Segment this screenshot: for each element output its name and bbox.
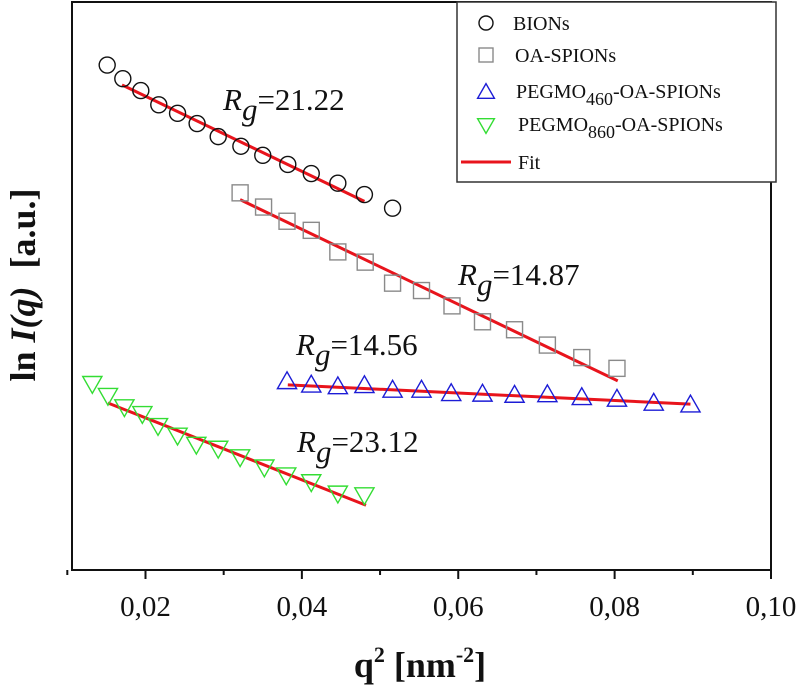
x-tick-label: 0,06 — [433, 591, 484, 623]
series-pegmo860-oa-spions — [81, 375, 376, 507]
data-point-square — [278, 212, 296, 230]
data-point-circle — [168, 104, 187, 123]
legend-box — [456, 1, 777, 183]
legend-marker-triangle-up — [476, 82, 496, 100]
data-point-square — [412, 281, 431, 300]
x-axis-ticks: 0,02 0,04 0,06 0,08 0,10 — [66, 570, 797, 623]
x-axis-title: q2 [nm-2] — [354, 642, 486, 685]
data-point-triangle-down — [97, 387, 119, 407]
x-tick-label: 0,04 — [276, 591, 327, 623]
data-point-triangle-down — [229, 449, 251, 468]
data-point-square — [302, 221, 320, 240]
data-point-triangle-up — [570, 386, 593, 406]
data-point-triangle-up — [353, 374, 376, 394]
annotations: Rg=21.22 Rg=14.87 Rg=14.56 Rg=23.12 — [222, 82, 580, 469]
legend-marker-circle — [478, 15, 494, 31]
data-point-triangle-down — [131, 405, 154, 425]
data-markers — [81, 56, 702, 507]
data-point-square — [231, 184, 249, 202]
data-point-circle — [329, 174, 347, 192]
data-point-circle — [302, 164, 320, 183]
data-point-triangle-down — [166, 427, 189, 447]
data-point-circle — [355, 185, 374, 204]
data-point-square — [505, 321, 524, 339]
legend-label-bions: BIONs — [513, 13, 570, 35]
data-point-circle — [98, 56, 116, 74]
y-axis-title: ln I(q) [a.u.] — [3, 188, 43, 381]
x-tick-label: 0,08 — [589, 591, 640, 623]
data-point-square — [356, 253, 374, 271]
data-point-triangle-up — [536, 383, 559, 403]
data-point-triangle-down — [207, 440, 230, 460]
series-bions — [98, 56, 402, 217]
data-point-triangle-down — [353, 487, 376, 507]
data-point-triangle-up — [300, 373, 323, 393]
data-point-triangle-up — [503, 384, 526, 403]
data-point-square — [329, 243, 347, 261]
annotation-rg-oa-spions: Rg=14.87 — [457, 257, 580, 302]
data-point-square — [443, 297, 461, 315]
data-point-square — [608, 359, 626, 378]
data-point-triangle-up — [327, 375, 349, 395]
legend-label-fit: Fit — [518, 152, 541, 174]
legend-markers — [476, 15, 496, 135]
data-point-circle — [114, 69, 132, 88]
fit-line-bions — [121, 83, 366, 203]
data-point-square — [383, 274, 402, 292]
data-point-square — [254, 198, 273, 216]
data-point-circle — [383, 199, 402, 217]
data-point-triangle-up — [276, 370, 298, 390]
legend-marker-square — [478, 47, 494, 63]
data-point-triangle-down — [113, 399, 136, 418]
legend-label-pegmo460: PEGMO460-OA-SPIONs — [516, 81, 721, 109]
data-point-triangle-up — [471, 382, 494, 402]
fit-line-pegmo860-oa-spions — [107, 401, 367, 507]
legend: BIONs OA-SPIONs PEGMO460-OA-SPIONs PEGMO… — [456, 1, 777, 183]
data-point-square — [573, 348, 591, 367]
legend-label-oa-spions: OA-SPIONs — [515, 45, 616, 67]
series-pegmo460-oa-spions — [276, 370, 702, 413]
plot-frame — [71, 1, 772, 571]
data-point-triangle-up — [440, 382, 463, 402]
data-point-triangle-down — [147, 417, 169, 437]
data-point-triangle-up — [642, 391, 665, 411]
x-tick-label: 0,02 — [120, 591, 171, 623]
data-point-triangle-down — [253, 459, 276, 479]
data-point-circle — [232, 137, 250, 155]
series-oa-spions — [231, 184, 626, 378]
annotation-rg-bions: Rg=21.22 — [222, 82, 345, 127]
data-point-circle — [254, 146, 272, 165]
data-point-triangle-up — [410, 378, 433, 398]
data-point-triangle-down — [185, 436, 208, 456]
data-point-triangle-up — [606, 388, 628, 407]
data-point-circle — [150, 96, 168, 114]
legend-label-pegmo860: PEGMO860-OA-SPIONs — [518, 114, 723, 142]
data-point-triangle-down — [275, 467, 298, 487]
data-point-circle — [279, 155, 297, 174]
x-tick-label: 0,10 — [746, 591, 797, 623]
data-point-triangle-up — [679, 393, 702, 413]
data-point-square — [538, 336, 557, 354]
legend-marker-triangle-down — [476, 117, 496, 135]
data-point-triangle-down — [327, 485, 349, 505]
data-point-circle — [209, 127, 227, 146]
data-point-circle — [132, 81, 150, 100]
annotation-rg-pegmo460: Rg=14.56 — [295, 327, 418, 372]
annotation-rg-pegmo860: Rg=23.12 — [296, 424, 419, 469]
data-point-triangle-down — [81, 375, 104, 395]
data-point-circle — [188, 114, 206, 133]
data-point-square — [473, 313, 492, 331]
data-point-triangle-up — [381, 378, 404, 398]
data-point-triangle-down — [300, 474, 323, 493]
